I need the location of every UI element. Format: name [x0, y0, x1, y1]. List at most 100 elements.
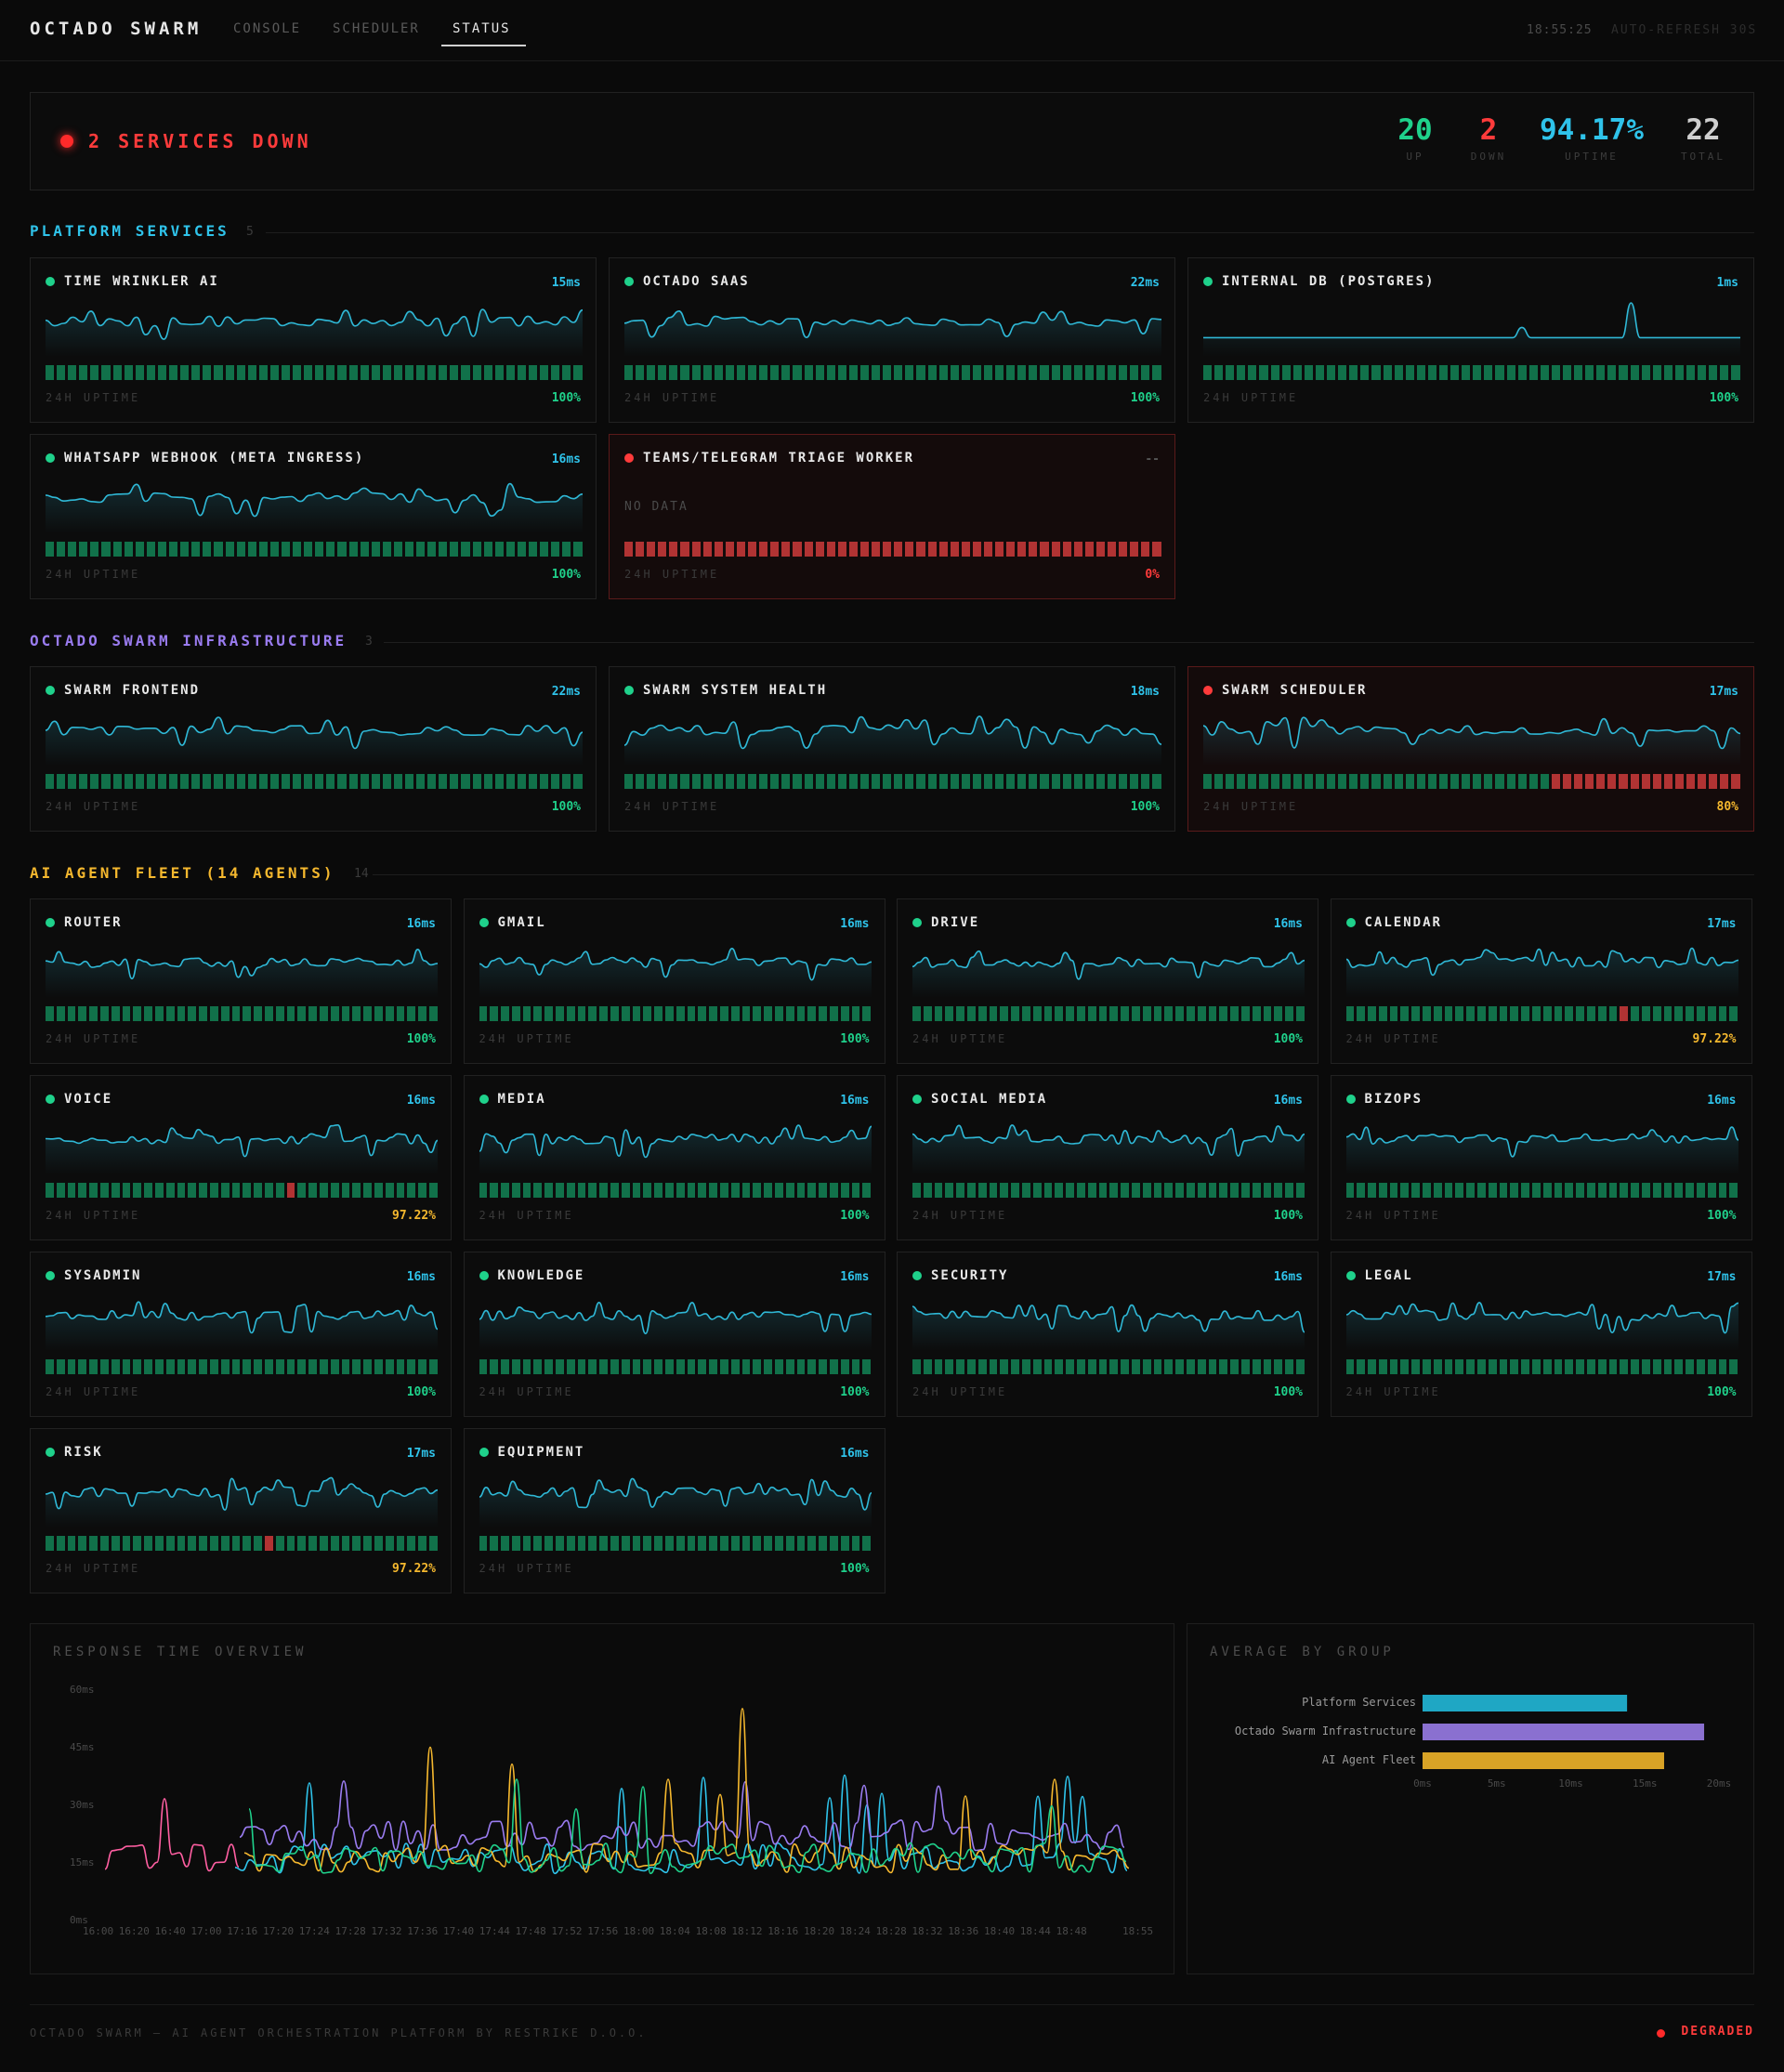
uptime-bar-up[interactable]	[90, 774, 99, 789]
uptime-bar-up[interactable]	[599, 1359, 609, 1374]
service-card[interactable]: ROUTER 16ms 24H UPTIME 100%	[30, 898, 452, 1064]
uptime-bar-up[interactable]	[363, 1359, 372, 1374]
uptime-bar-up[interactable]	[385, 1536, 394, 1551]
uptime-bar-up[interactable]	[199, 1536, 207, 1551]
uptime-bar-up[interactable]	[702, 365, 712, 380]
service-card[interactable]: SWARM SCHEDULER 17ms 24H UPTIME 80%	[1187, 666, 1754, 832]
uptime-bar-up[interactable]	[517, 774, 527, 789]
uptime-bar-up[interactable]	[624, 365, 634, 380]
uptime-bar-up[interactable]	[46, 1536, 54, 1551]
uptime-bar-up[interactable]	[1620, 1359, 1629, 1374]
uptime-bar-up[interactable]	[428, 1536, 438, 1551]
uptime-bar-up[interactable]	[643, 1006, 652, 1021]
uptime-bar-up[interactable]	[483, 774, 492, 789]
uptime-bar-up[interactable]	[1051, 774, 1060, 789]
uptime-bar-up[interactable]	[254, 1536, 262, 1551]
uptime-bar-up[interactable]	[57, 774, 66, 789]
uptime-bar-up[interactable]	[1423, 1359, 1431, 1374]
uptime-bar-up[interactable]	[1663, 1183, 1672, 1198]
uptime-bar-up[interactable]	[479, 1183, 488, 1198]
uptime-bar-down[interactable]	[1709, 774, 1718, 789]
uptime-bar-up[interactable]	[505, 542, 515, 557]
uptime-bar-up[interactable]	[405, 365, 414, 380]
uptime-bar-up[interactable]	[450, 365, 459, 380]
uptime-bar-up[interactable]	[146, 774, 155, 789]
uptime-bar-up[interactable]	[501, 1006, 509, 1021]
uptime-bar-up[interactable]	[1427, 774, 1436, 789]
uptime-bar-down[interactable]	[1619, 774, 1628, 789]
uptime-bar-up[interactable]	[1383, 774, 1392, 789]
uptime-bar-up[interactable]	[1304, 774, 1313, 789]
uptime-bar-up[interactable]	[1109, 1359, 1119, 1374]
uptime-bar-up[interactable]	[79, 542, 88, 557]
uptime-bar-up[interactable]	[1315, 774, 1325, 789]
uptime-bar-up[interactable]	[665, 1006, 674, 1021]
uptime-bar-up[interactable]	[923, 1006, 932, 1021]
uptime-bar-up[interactable]	[247, 365, 256, 380]
uptime-bar-down[interactable]	[883, 542, 892, 557]
uptime-bar-up[interactable]	[730, 1183, 740, 1198]
uptime-bar-up[interactable]	[428, 1183, 438, 1198]
uptime-bar-up[interactable]	[56, 1006, 65, 1021]
uptime-bar-up[interactable]	[1130, 774, 1139, 789]
uptime-bar-down[interactable]	[1051, 542, 1060, 557]
uptime-bar-up[interactable]	[385, 1183, 394, 1198]
uptime-bar-up[interactable]	[961, 774, 970, 789]
uptime-bar-up[interactable]	[203, 542, 212, 557]
uptime-bar-up[interactable]	[1652, 1006, 1661, 1021]
uptime-bar-up[interactable]	[360, 774, 369, 789]
uptime-bar-down[interactable]	[691, 542, 701, 557]
uptime-bar-up[interactable]	[1371, 774, 1381, 789]
uptime-bar-up[interactable]	[1542, 1006, 1552, 1021]
uptime-bar-up[interactable]	[122, 1183, 131, 1198]
uptime-bar-up[interactable]	[1378, 1183, 1387, 1198]
uptime-bar-up[interactable]	[927, 365, 937, 380]
uptime-bar-up[interactable]	[1153, 1359, 1162, 1374]
uptime-bar-up[interactable]	[1000, 1183, 1009, 1198]
uptime-bar-up[interactable]	[407, 1359, 416, 1374]
uptime-bar-up[interactable]	[258, 774, 268, 789]
uptime-bar-up[interactable]	[647, 774, 656, 789]
uptime-bar-up[interactable]	[1510, 1006, 1519, 1021]
uptime-bar-up[interactable]	[188, 1006, 197, 1021]
uptime-bar-up[interactable]	[1731, 365, 1740, 380]
uptime-bar-up[interactable]	[1423, 1006, 1431, 1021]
uptime-bar-up[interactable]	[1219, 1359, 1228, 1374]
uptime-bar-up[interactable]	[714, 774, 723, 789]
uptime-bar-up[interactable]	[566, 1183, 575, 1198]
uptime-bar-down[interactable]	[1017, 542, 1027, 557]
uptime-bar-up[interactable]	[1011, 1359, 1019, 1374]
uptime-bar-up[interactable]	[1152, 365, 1161, 380]
uptime-bar-up[interactable]	[862, 1183, 872, 1198]
uptime-bar-up[interactable]	[1248, 365, 1257, 380]
uptime-bar-up[interactable]	[231, 1359, 241, 1374]
uptime-bar-up[interactable]	[654, 1359, 663, 1374]
uptime-bar-up[interactable]	[1674, 365, 1685, 380]
uptime-bar-up[interactable]	[1517, 774, 1527, 789]
uptime-bar-up[interactable]	[1663, 365, 1672, 380]
uptime-bar-up[interactable]	[1357, 1183, 1366, 1198]
uptime-bar-up[interactable]	[916, 774, 925, 789]
uptime-bar-down[interactable]	[1040, 542, 1049, 557]
uptime-bar-up[interactable]	[243, 1006, 252, 1021]
uptime-bar-up[interactable]	[837, 774, 846, 789]
uptime-bar-up[interactable]	[632, 1359, 641, 1374]
uptime-bar-up[interactable]	[483, 365, 492, 380]
uptime-bar-up[interactable]	[209, 1006, 218, 1021]
uptime-bar-up[interactable]	[1098, 1359, 1108, 1374]
uptime-bar-up[interactable]	[427, 365, 437, 380]
uptime-bar-up[interactable]	[501, 1359, 509, 1374]
uptime-bar-up[interactable]	[360, 542, 369, 557]
uptime-bar-up[interactable]	[556, 1536, 564, 1551]
uptime-bar-up[interactable]	[46, 1359, 54, 1374]
uptime-bar-up[interactable]	[599, 1006, 609, 1021]
uptime-bar-up[interactable]	[427, 774, 437, 789]
uptime-bar-up[interactable]	[883, 365, 892, 380]
uptime-bar-up[interactable]	[1477, 1183, 1486, 1198]
uptime-bar-up[interactable]	[177, 1183, 186, 1198]
uptime-bar-up[interactable]	[714, 365, 723, 380]
uptime-bar-up[interactable]	[385, 1359, 394, 1374]
uptime-bar-up[interactable]	[1327, 365, 1336, 380]
uptime-bar-up[interactable]	[1542, 1183, 1552, 1198]
uptime-bar-up[interactable]	[533, 1536, 543, 1551]
